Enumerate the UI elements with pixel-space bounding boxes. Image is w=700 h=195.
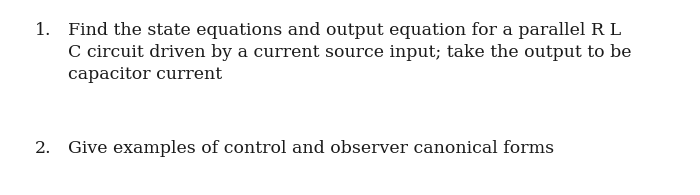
Text: 1.: 1. bbox=[35, 22, 52, 39]
Text: 2.: 2. bbox=[35, 140, 52, 157]
Text: capacitor current: capacitor current bbox=[68, 66, 222, 83]
Text: Give examples of control and observer canonical forms: Give examples of control and observer ca… bbox=[68, 140, 554, 157]
Text: Find the state equations and output equation for a parallel R L: Find the state equations and output equa… bbox=[68, 22, 621, 39]
Text: C circuit driven by a current source input; take the output to be: C circuit driven by a current source inp… bbox=[68, 44, 631, 61]
